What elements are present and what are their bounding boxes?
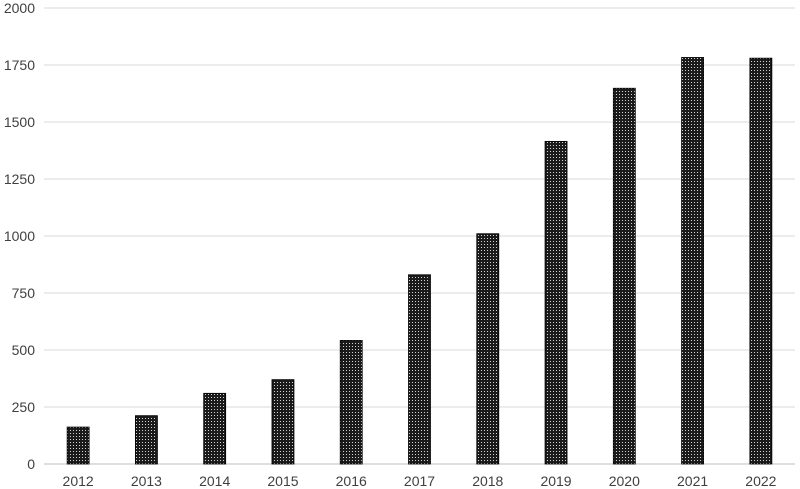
- bars: [66, 57, 773, 465]
- x-tick-label: 2012: [63, 473, 94, 489]
- y-tick-label: 500: [12, 342, 36, 358]
- bar-2019: [544, 140, 568, 465]
- x-tick-label: 2014: [199, 473, 230, 489]
- y-tick-label: 1000: [4, 228, 35, 244]
- x-tick-label: 2015: [267, 473, 298, 489]
- bar-2017: [408, 274, 431, 465]
- y-tick-label: 1500: [4, 114, 35, 130]
- bar-2015: [271, 379, 295, 465]
- x-tick-label: 2020: [609, 473, 640, 489]
- gridlines: [44, 7, 795, 465]
- x-tick-label: 2016: [336, 473, 367, 489]
- x-tick-label: 2017: [404, 473, 435, 489]
- y-axis-ticks: 0 250 500 750 1000 1250 1500 1750 2000: [4, 0, 35, 472]
- x-tick-label: 2018: [472, 473, 503, 489]
- y-tick-label: 1250: [4, 171, 35, 187]
- bar-2016: [339, 340, 363, 465]
- bar-2018: [476, 233, 500, 465]
- bar-2013: [135, 415, 158, 465]
- y-tick-label: 250: [12, 399, 36, 415]
- x-tick-label: 2019: [540, 473, 571, 489]
- x-tick-label: 2022: [745, 473, 776, 489]
- bar-2012: [66, 426, 90, 465]
- y-tick-label: 2000: [4, 0, 35, 16]
- bar-2014: [203, 392, 227, 465]
- bar-2021: [681, 57, 704, 465]
- x-tick-label: 2021: [677, 473, 708, 489]
- y-tick-label: 750: [12, 285, 36, 301]
- bar-2020: [612, 87, 636, 465]
- bar-2022: [749, 57, 773, 465]
- x-axis-ticks: 2012 2013 2014 2015 2016 2017 2018 2019 2020 2021…: [63, 473, 777, 489]
- y-tick-label: 1750: [4, 57, 35, 73]
- y-tick-label: 0: [27, 456, 35, 472]
- x-tick-label: 2013: [131, 473, 162, 489]
